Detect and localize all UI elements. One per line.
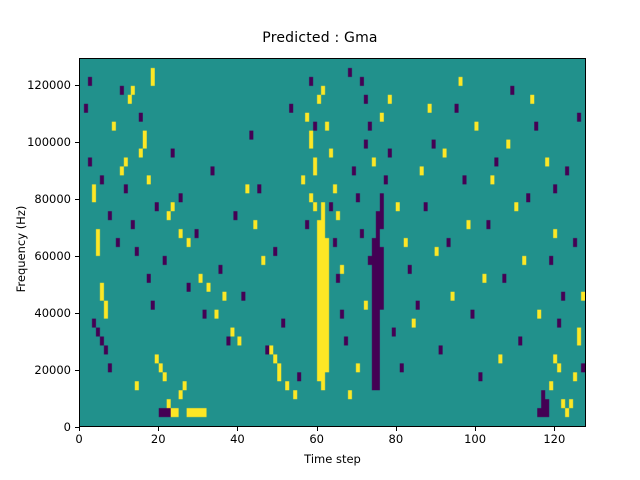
x-tick-label: 80: [388, 432, 404, 446]
heatmap-canvas: [80, 59, 585, 426]
x-tick-mark: [395, 427, 397, 431]
x-axis-title: Time step: [304, 452, 361, 466]
x-tick-mark: [475, 427, 477, 431]
y-tick-mark: [75, 142, 79, 144]
x-tick-label: 0: [75, 432, 83, 446]
x-tick-mark: [158, 427, 160, 431]
y-tick-mark: [75, 427, 79, 428]
y-tick-label: 120000: [27, 78, 71, 93]
x-tick-mark: [79, 427, 80, 431]
x-tick-mark: [316, 427, 318, 431]
x-tick-mark: [554, 427, 556, 431]
x-tick-label: 60: [309, 432, 324, 446]
y-axis-tick-labels: 0 20000 40000 60000 80000 100000 120000: [0, 0, 71, 480]
y-tick-mark: [75, 85, 79, 87]
y-tick-label: 100000: [27, 135, 71, 150]
heatmap-plot-area: [79, 58, 586, 427]
y-tick-label: 80000: [34, 192, 71, 207]
y-tick-label: 0: [63, 420, 71, 434]
y-tick-mark: [75, 199, 79, 201]
x-tick-label: 100: [464, 432, 487, 446]
y-tick-label: 40000: [34, 306, 71, 321]
x-tick-label: 20: [150, 432, 166, 446]
x-tick-label: 120: [543, 432, 566, 446]
y-tick-label: 20000: [34, 363, 71, 377]
x-tick-mark: [237, 427, 239, 431]
y-tick-mark: [75, 313, 79, 315]
y-axis-title: Frequency (Hz): [14, 205, 28, 293]
x-tick-label: 40: [230, 432, 245, 446]
y-tick-mark: [75, 256, 79, 258]
y-tick-mark: [75, 370, 79, 371]
y-tick-label: 60000: [34, 249, 71, 264]
chart-title: Predicted : Gma: [262, 30, 378, 46]
